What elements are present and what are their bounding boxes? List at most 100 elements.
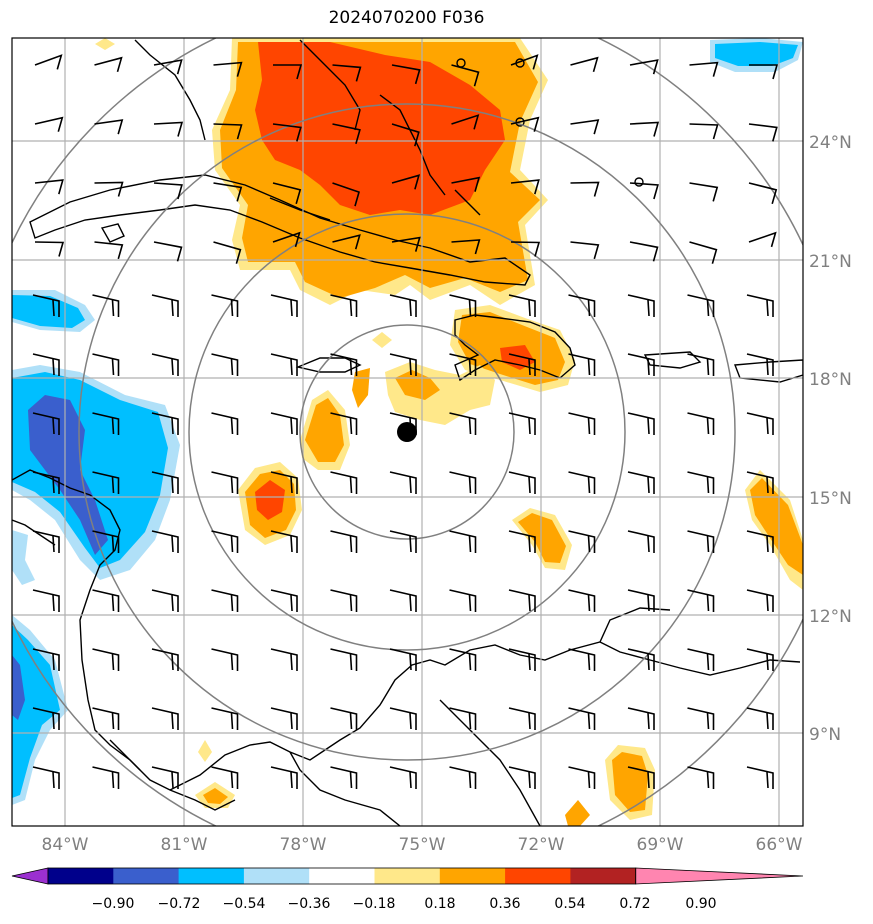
- wind-barb: [270, 353, 298, 376]
- colorbar-label: −0.90: [92, 896, 135, 912]
- wind-barb: [809, 183, 836, 206]
- wind-barb: [153, 121, 184, 137]
- lon-label: 69°W: [637, 835, 684, 855]
- wind-barb: [34, 116, 64, 132]
- colorbar-segment: [113, 868, 180, 884]
- wind-barb: [32, 707, 60, 730]
- wind-barb: [151, 707, 179, 730]
- wind-barb: [151, 589, 179, 612]
- wind-barb: [391, 64, 421, 85]
- wind-barb: [568, 648, 596, 671]
- colorbar-frame: [47, 867, 637, 885]
- wind-barb: [270, 530, 298, 553]
- wind-barb: [449, 353, 477, 376]
- wind-barb: [151, 412, 179, 435]
- wind-barb: [32, 530, 60, 553]
- wind-barb: [807, 767, 833, 789]
- wind-barb: [746, 471, 774, 494]
- wind-barb: [687, 707, 715, 730]
- wind-barb: [391, 123, 420, 147]
- wind-barb: [570, 181, 600, 197]
- wind-barb: [94, 241, 124, 260]
- wind-barb: [510, 116, 540, 132]
- wind-barb: [270, 707, 298, 730]
- wind-barb: [627, 353, 655, 376]
- wind-barb: [153, 59, 183, 75]
- wind-barb: [213, 241, 242, 264]
- wind-barb: [330, 589, 358, 612]
- wind-barb: [92, 353, 120, 376]
- wind-barb: [746, 530, 774, 553]
- wind-barb: [748, 123, 778, 142]
- wind-barb: [389, 530, 417, 553]
- wind-barb: [213, 123, 243, 140]
- wind-barb: [687, 648, 715, 671]
- wind-barb: [32, 471, 60, 494]
- wind-barb: [508, 589, 536, 612]
- colorbar-labels: −0.90 −0.72 −0.54 −0.36 −0.18 0.18 0.36 …: [92, 896, 717, 912]
- wind-barb: [748, 182, 778, 205]
- wind-barb: [330, 412, 358, 435]
- wind-barb: [629, 241, 659, 262]
- colorbar-label: −0.18: [353, 896, 396, 912]
- wind-barb: [568, 530, 596, 553]
- wind-barb: [449, 707, 477, 730]
- wind-barb: [508, 471, 536, 494]
- wind-barb: [272, 231, 301, 248]
- wind-barb: [568, 707, 596, 730]
- graticule: [12, 38, 803, 826]
- wind-barb: [627, 766, 655, 789]
- wind-barb: [92, 707, 120, 730]
- wind-barb: [746, 648, 774, 671]
- wind-barb: [627, 648, 655, 671]
- lat-label: 21°N: [809, 252, 852, 272]
- wind-barb: [330, 530, 358, 553]
- lon-label: 75°W: [399, 835, 446, 855]
- negative-anomaly-region: [12, 38, 803, 805]
- wind-barb: [270, 648, 298, 671]
- wind-barb: [92, 294, 120, 317]
- wind-barb: [389, 471, 417, 494]
- wind-barb: [332, 182, 360, 207]
- wind-barb: [568, 471, 596, 494]
- wind-barb: [92, 471, 120, 494]
- wind-barb: [330, 766, 358, 789]
- colorbar-label: 0.90: [685, 896, 716, 912]
- wind-barb: [332, 64, 362, 82]
- wind-barb: [508, 766, 536, 789]
- wind-barb: [746, 707, 774, 730]
- wind-barb: [570, 241, 600, 260]
- positive-anomaly-region: [95, 38, 803, 826]
- wind-barb: [627, 294, 655, 317]
- wind-barb: [807, 295, 833, 317]
- wind-barb: [627, 412, 655, 435]
- wind-barb: [570, 56, 599, 73]
- wind-barb: [629, 182, 659, 200]
- wind-barb: [451, 176, 481, 192]
- wind-barb: [92, 412, 120, 435]
- wind-barb: [389, 707, 417, 730]
- wind-barb: [451, 64, 480, 87]
- wind-barb: [510, 54, 539, 70]
- colorbar-arrow-high: [635, 867, 804, 885]
- wind-barb: [391, 236, 421, 252]
- wind-barb: [746, 294, 774, 317]
- wind-barb: [627, 530, 655, 553]
- colorbar-label: −0.36: [288, 896, 331, 912]
- colorbar-segment: [243, 868, 310, 884]
- colorbar-segment: [570, 868, 637, 884]
- wind-barb: [449, 412, 477, 435]
- wind-barb: [568, 294, 596, 317]
- wind-barb: [746, 589, 774, 612]
- wind-barb: [330, 707, 358, 730]
- lat-label: 15°N: [809, 489, 852, 509]
- wind-barb: [211, 589, 239, 612]
- wind-barb: [689, 61, 719, 77]
- wind-barb: [151, 353, 179, 376]
- wind-barb: [32, 412, 60, 435]
- wind-barb: [809, 65, 837, 81]
- colorbar-segment: [178, 868, 245, 884]
- colorbar-arrow-low: [11, 867, 49, 885]
- wind-barb: [32, 353, 60, 376]
- lat-label: 18°N: [809, 370, 852, 390]
